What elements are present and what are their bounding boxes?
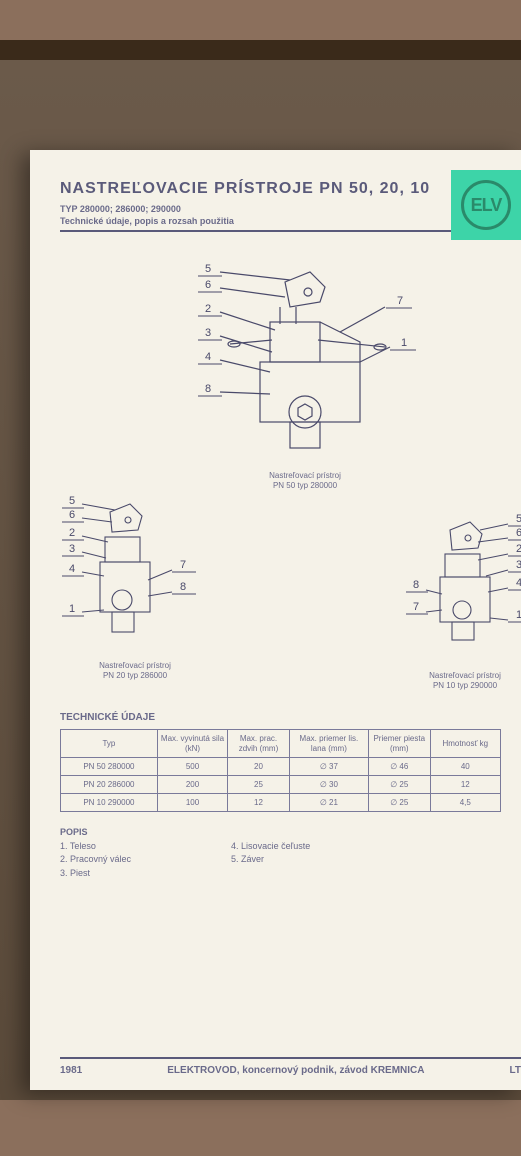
svg-text:1: 1: [69, 603, 75, 615]
photo-background: ELV NASTREĽOVACIE PRÍSTROJE PN 50, 20, 1…: [0, 40, 521, 1100]
table-section-title: TECHNICKÉ ÚDAJE: [60, 712, 501, 723]
footer-code: LT: [510, 1065, 521, 1076]
callout: 4: [205, 351, 211, 363]
table-cell: 12: [228, 794, 290, 812]
table-row: PN 10 29000010012∅ 21∅ 254,5: [61, 794, 501, 812]
svg-text:3: 3: [516, 559, 521, 571]
svg-text:4: 4: [69, 563, 75, 575]
svg-text:2: 2: [69, 527, 75, 539]
col-sila: Max. vyvinutá sila (kN): [157, 730, 227, 758]
svg-text:4: 4: [516, 577, 521, 589]
svg-text:8: 8: [413, 579, 419, 591]
callout: 3: [205, 327, 211, 339]
table-cell: 20: [228, 758, 290, 776]
diagram-pn10: 8 7 5 6 2 3 4 1 Nastreľovací prístroj PN…: [390, 512, 521, 690]
svg-text:6: 6: [516, 527, 521, 539]
table-cell: ∅ 46: [368, 758, 430, 776]
svg-text:5: 5: [516, 513, 521, 525]
callout: 8: [205, 383, 211, 395]
table-header-row: Typ Max. vyvinutá sila (kN) Max. prac. z…: [61, 730, 501, 758]
diagram-pn50: 5 6 2 3 4 8 7 1: [190, 252, 420, 490]
popis-col1: POPIS 1. Teleso 2. Pracovný válec 3. Pie…: [60, 826, 131, 880]
table-cell: 40: [430, 758, 500, 776]
svg-text:1: 1: [516, 609, 521, 621]
footer-year: 1981: [60, 1065, 82, 1076]
svg-text:6: 6: [69, 509, 75, 521]
table-cell: 12: [430, 776, 500, 794]
popis-title: POPIS: [60, 826, 131, 840]
subdesc-line: Technické údaje, popis a rozsah použitia: [60, 216, 501, 226]
col-lana: Max. priemer lis. lana (mm): [289, 730, 368, 758]
col-zdvih: Max. prac. zdvih (mm): [228, 730, 290, 758]
diagram-pn10-svg: 8 7 5 6 2 3 4 1: [390, 512, 521, 662]
logo-badge: ELV: [451, 170, 521, 240]
table-cell: ∅ 25: [368, 776, 430, 794]
table-row: PN 20 28600020025∅ 30∅ 2512: [61, 776, 501, 794]
popis-item: 3. Piest: [60, 867, 131, 881]
table-cell: PN 10 290000: [61, 794, 158, 812]
table-cell: 4,5: [430, 794, 500, 812]
document-page: ELV NASTREĽOVACIE PRÍSTROJE PN 50, 20, 1…: [30, 150, 521, 1090]
svg-text:2: 2: [516, 543, 521, 555]
table-cell: PN 50 280000: [61, 758, 158, 776]
table-cell: ∅ 30: [289, 776, 368, 794]
svg-text:7: 7: [180, 559, 186, 571]
popis-item: 1. Teleso: [60, 840, 131, 854]
callout: 5: [205, 263, 211, 275]
svg-text:7: 7: [413, 601, 419, 613]
popis-item: 2. Pracovný válec: [60, 853, 131, 867]
table-cell: ∅ 25: [368, 794, 430, 812]
callout: 7: [397, 295, 403, 307]
col-typ: Typ: [61, 730, 158, 758]
diagram-pn20: 5 6 2 3 4 1 7 8 Nastreľovací prístroj PN…: [60, 492, 210, 680]
logo-text: ELV: [461, 180, 511, 230]
table-cell: 500: [157, 758, 227, 776]
callout: 1: [401, 337, 407, 349]
caption-pn10: Nastreľovací prístroj PN 10 typ 290000: [390, 671, 521, 690]
table-row: PN 50 28000050020∅ 37∅ 4640: [61, 758, 501, 776]
svg-text:5: 5: [69, 495, 75, 507]
table-cell: ∅ 21: [289, 794, 368, 812]
callout: 6: [205, 279, 211, 291]
diagram-pn20-svg: 5 6 2 3 4 1 7 8: [60, 492, 210, 652]
table-cell: 200: [157, 776, 227, 794]
footer-org: ELEKTROVOD, koncernový podnik, závod KRE…: [167, 1065, 424, 1076]
diagram-area: 5 6 2 3 4 8 7 1: [60, 242, 501, 702]
table-cell: 100: [157, 794, 227, 812]
col-piesta: Priemer piesta (mm): [368, 730, 430, 758]
col-hmot: Hmotnosť kg: [430, 730, 500, 758]
page-title: NASTREĽOVACIE PRÍSTROJE PN 50, 20, 10: [60, 180, 501, 198]
svg-text:8: 8: [180, 581, 186, 593]
diagram-pn50-svg: 5 6 2 3 4 8 7 1: [190, 252, 420, 462]
specs-table: Typ Max. vyvinutá sila (kN) Max. prac. z…: [60, 729, 501, 812]
popis-item: 5. Záver: [231, 853, 310, 867]
popis-item: 4. Lisovacie čeľuste: [231, 840, 310, 854]
caption-pn20: Nastreľovací prístroj PN 20 typ 286000: [60, 661, 210, 680]
table-cell: PN 20 286000: [61, 776, 158, 794]
callout: 2: [205, 303, 211, 315]
popis-block: POPIS 1. Teleso 2. Pracovný válec 3. Pie…: [60, 826, 501, 880]
caption-pn50: Nastreľovací prístroj PN 50 typ 280000: [190, 471, 420, 490]
table-cell: 25: [228, 776, 290, 794]
table-cell: ∅ 37: [289, 758, 368, 776]
page-footer: 1981 ELEKTROVOD, koncernový podnik, závo…: [60, 1057, 521, 1076]
popis-col2: 4. Lisovacie čeľuste 5. Záver: [231, 826, 310, 880]
type-line: TYP 280000; 286000; 290000: [60, 204, 501, 214]
svg-text:3: 3: [69, 543, 75, 555]
